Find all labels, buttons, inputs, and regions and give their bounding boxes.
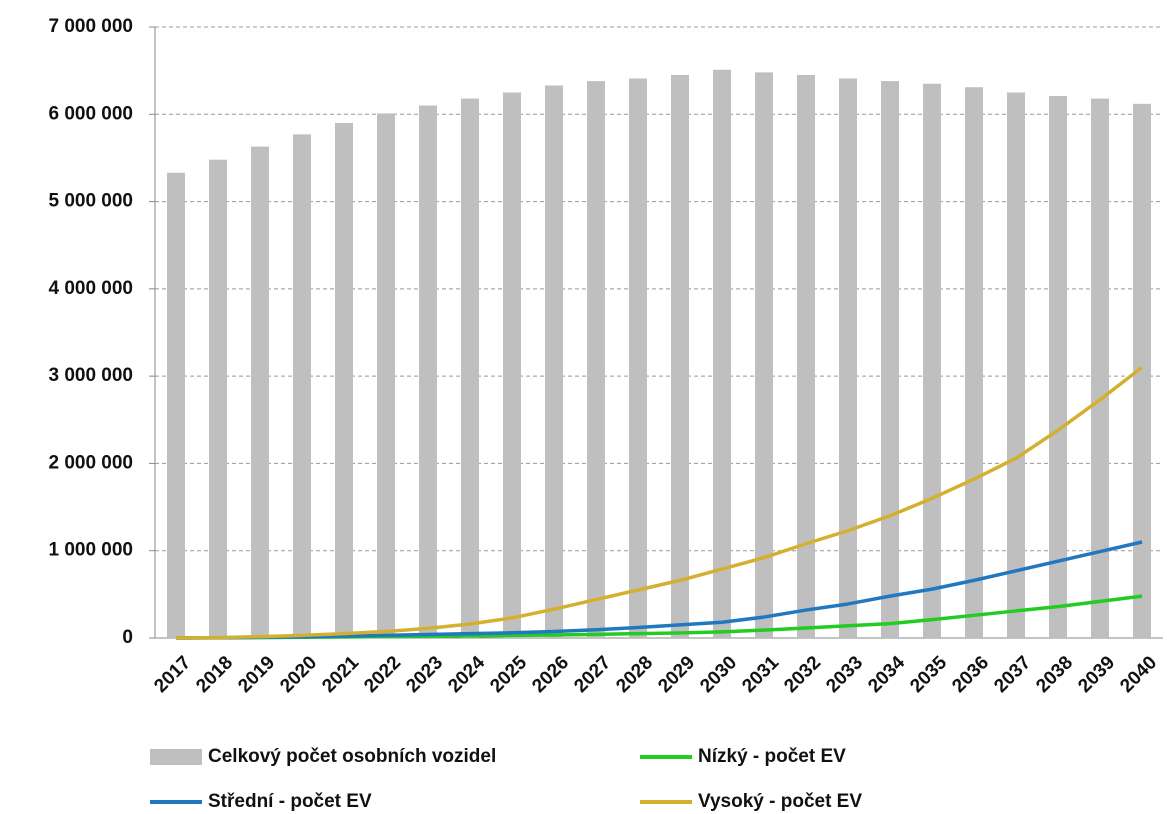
y-tick-label: 4 000 000 [48,278,133,299]
x-tick-label: 2025 [486,652,531,697]
x-tick-label: 2021 [318,652,363,697]
line [175,366,1144,640]
x-tick-label: 2017 [150,652,195,697]
bar [881,81,899,639]
y-tick-label: 3 000 000 [48,365,133,386]
bar [1049,95,1067,639]
x-tick-label: 2035 [906,652,951,697]
x-tick-label: 2033 [822,652,867,697]
y-tick-label: 1 000 000 [48,540,133,561]
x-tick-label: 2027 [570,652,615,697]
bar [335,123,353,638]
x-tick-label: 2034 [864,652,909,697]
y-tick-label: 5 000 000 [48,191,133,212]
x-tick-label: 2020 [276,652,321,697]
x-tick-label: 2038 [1032,652,1077,697]
bar [251,146,269,638]
bar [755,72,773,639]
y-tick-label: 0 [122,627,133,648]
line [175,540,1143,640]
bar [839,78,857,638]
x-tick-label: 2028 [612,652,657,697]
bar [419,105,437,639]
y-tick-label: 7 000 000 [48,16,133,37]
x-tick-label: 2040 [1116,652,1161,697]
legend-swatch [150,749,202,765]
x-tick-label: 2018 [192,652,237,697]
bar [923,83,941,638]
x-tick-label: 2037 [990,652,1035,697]
legend-label: Nízký - počet EV [698,746,846,767]
bar [965,87,983,638]
bar [587,81,605,639]
x-tick-label: 2022 [360,652,405,697]
x-tick-label: 2039 [1074,652,1119,697]
legend-label: Celkový počet osobních vozidel [208,746,496,767]
bar [797,75,815,638]
bar [545,85,563,638]
bar [293,134,311,638]
bar [1133,103,1151,639]
bar [461,98,479,639]
bar [671,75,689,638]
bar [1091,98,1109,639]
x-tick-label: 2024 [444,652,489,697]
x-tick-label: 2023 [402,652,447,697]
legend-label: Střední - počet EV [208,791,372,812]
x-tick-label: 2026 [528,652,573,697]
x-tick-label: 2032 [780,652,825,697]
x-tick-label: 2030 [696,652,741,697]
y-tick-label: 6 000 000 [48,103,133,124]
bar [713,69,731,638]
bar [167,172,185,638]
bar [209,159,227,638]
x-tick-label: 2019 [234,652,279,697]
x-tick-label: 2029 [654,652,699,697]
line [175,594,1143,640]
bar [377,113,395,639]
bar [629,78,647,638]
x-tick-label: 2031 [738,652,783,697]
legend-label: Vysoký - počet EV [698,791,862,812]
y-tick-label: 2 000 000 [48,452,133,473]
bar [503,92,521,638]
x-tick-label: 2036 [948,652,993,697]
bar [1007,92,1025,638]
